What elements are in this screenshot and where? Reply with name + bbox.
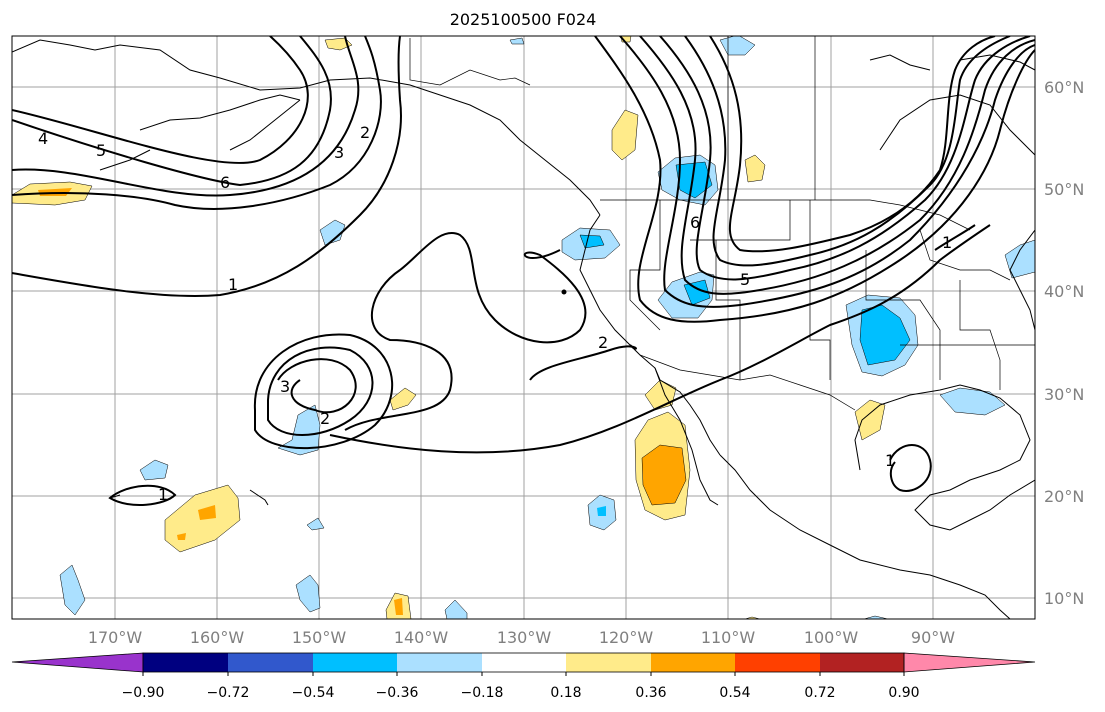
contour-label: 5	[96, 141, 106, 160]
map-area: 4 5 6 3 2 1 3 2 2 1 1 6 5 1	[12, 36, 1035, 619]
baja-peninsula	[654, 367, 719, 506]
lon-label: 160°W	[190, 628, 245, 647]
lat-label: 20°N	[1044, 487, 1084, 506]
contour-label: 4	[38, 129, 48, 148]
colorbar-tick-label: 0.36	[635, 685, 666, 701]
lon-label: 140°W	[394, 628, 449, 647]
lon-label: 170°W	[88, 628, 143, 647]
colorbar-min-extension	[11, 652, 144, 673]
contour-label: 1	[942, 233, 952, 252]
gulf-coast	[854, 384, 1035, 531]
contour-label: 1	[885, 451, 895, 470]
contour-labels: 4 5 6 3 2 1 3 2 2 1 1 6 5 1	[38, 123, 952, 504]
contours	[12, 36, 1035, 506]
contour-label: 1	[228, 275, 238, 294]
longitude-axis: 170°W 160°W 150°W 140°W 130°W 120°W 110°…	[88, 628, 955, 647]
contour-2-east-pacific	[344, 232, 587, 431]
contour-label: 3	[334, 143, 344, 162]
map-frame	[11, 35, 1036, 620]
contour-label: 2	[360, 123, 370, 142]
borders	[409, 36, 1035, 411]
colorbar-tick-label: −0.36	[376, 685, 419, 701]
east-coast	[1009, 229, 1035, 331]
lat-label: 50°N	[1044, 180, 1084, 199]
lat-label: 10°N	[1044, 589, 1084, 608]
mexico-coast	[719, 454, 1011, 619]
contour-west-us	[594, 36, 1035, 323]
colorbar-max-extension	[903, 652, 1036, 673]
colorbar-tick-label: −0.90	[122, 685, 165, 701]
lat-label: 30°N	[1044, 385, 1084, 404]
graticule	[12, 36, 1035, 619]
colorbar-tick-label: 0.54	[719, 685, 750, 701]
latitude-axis: 60°N 50°N 40°N 30°N 20°N 10°N	[1044, 78, 1084, 608]
lon-label: 90°W	[911, 628, 955, 647]
lon-label: 150°W	[292, 628, 347, 647]
colorbar-tick-label: 0.90	[888, 685, 919, 701]
lon-label: 100°W	[804, 628, 859, 647]
contour-label: 2	[320, 409, 330, 428]
contour-label: 6	[690, 213, 700, 232]
hudson-bay	[879, 94, 1035, 156]
alaska-coast	[12, 39, 601, 216]
chart-title: 2025100500 F024	[449, 10, 597, 29]
contour-label: 3	[280, 377, 290, 396]
contour-label: 6	[220, 173, 230, 192]
contour-label: 1	[158, 485, 168, 504]
lon-label: 130°W	[497, 628, 552, 647]
contour-low-30n	[277, 358, 357, 414]
contour-label: 2	[598, 333, 608, 352]
lon-label: 110°W	[701, 628, 756, 647]
lat-label: 60°N	[1044, 78, 1084, 97]
colorbar: −0.90 −0.72 −0.54 −0.36 −0.18 0.18 0.36 …	[11, 652, 1036, 701]
contour-gulf-low	[889, 444, 932, 492]
colorbar-tick-label: 0.72	[804, 685, 835, 701]
anomaly-shading	[12, 36, 1035, 619]
colorbar-tick-label: −0.54	[292, 685, 335, 701]
lon-label: 120°W	[599, 628, 654, 647]
colorbar-tick-label: −0.18	[461, 685, 504, 701]
lat-label: 40°N	[1044, 282, 1084, 301]
contour-label: 5	[740, 270, 750, 289]
colorbar-tick-label: −0.72	[207, 685, 250, 701]
contour-north-pacific-1	[12, 36, 309, 164]
colorbar-tick-label: 0.18	[550, 685, 581, 701]
